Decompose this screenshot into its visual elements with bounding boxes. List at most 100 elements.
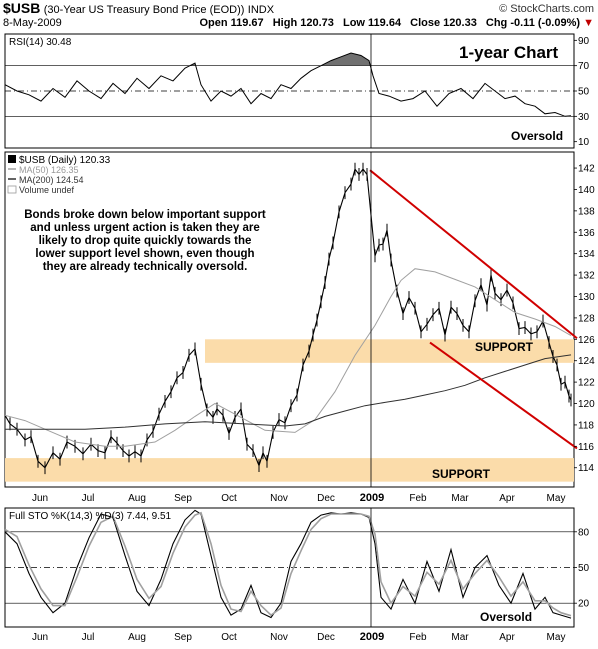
rsi-oversold-annotation: Oversold	[511, 129, 563, 143]
price-x-axis-label: Nov	[270, 493, 288, 504]
sto-axis-tick-label: 20	[578, 599, 590, 610]
price-axis-tick-label: 118	[578, 420, 594, 431]
sto-legend: Full STO %K(14,3) %D(3) 7.44, 9.51	[9, 511, 172, 522]
axes-layer: 10 30 50 70 90 114 116 118 120 122 124 126 128 130 132…	[32, 34, 595, 643]
sto-x-axis-label: Jun	[32, 632, 48, 643]
price-x-axis-label: May	[547, 493, 566, 504]
support-upper-label: SUPPORT	[475, 340, 534, 354]
commentary-line-1: Bonds broke down below important support	[24, 209, 266, 221]
price-axis-tick-label: 122	[578, 378, 595, 389]
price-panel-frame	[4, 151, 575, 488]
sto-axis-tick-label: 50	[578, 563, 590, 574]
price-x-axis-label: Feb	[409, 493, 427, 504]
exchange-label: INDX	[247, 4, 275, 16]
price-x-axis-label: Aug	[128, 493, 146, 504]
open-value: 119.67	[230, 17, 264, 29]
rsi-layer	[4, 52, 574, 117]
sto-x-axis-label: Apr	[499, 632, 515, 643]
ma200-line	[5, 354, 572, 430]
price-axis-tick-label: 130	[578, 292, 595, 303]
price-axis-tick-label: 116	[578, 442, 594, 453]
price-x-axis-label: Oct	[221, 493, 237, 504]
commentary-line-3: likely to drop quite quickly towards the	[39, 235, 252, 247]
sto-x-axis-label: Dec	[317, 632, 335, 643]
price-legend-symbol: $USB (Daily) 120.33	[19, 155, 111, 166]
channel-line-lower	[429, 341, 578, 450]
chg-value: -0.11 (-0.09%)	[510, 17, 581, 29]
price-x-axis-label: Jul	[82, 493, 95, 504]
sto-x-axis-label: Oct	[221, 632, 237, 643]
price-x-axis-label: Apr	[499, 493, 515, 504]
sto-k-line	[4, 509, 572, 619]
low-label: Low	[342, 17, 365, 29]
price-axis-tick-label: 126	[578, 335, 595, 346]
header-date: 8-May-2009	[3, 17, 62, 29]
open-label: Open	[199, 17, 228, 29]
price-axis-tick-label: 120	[578, 399, 595, 410]
price-axis-tick-label: 140	[578, 185, 595, 196]
price-legend-swatch	[8, 155, 16, 163]
rsi-axis-tick-label: 70	[578, 61, 590, 72]
price-axis-tick-label: 114	[578, 463, 594, 474]
sto-x-axis-label: Jul	[82, 632, 95, 643]
header-stats: Open 119.67 High 120.73 Low 119.64 Close…	[193, 17, 594, 29]
sto-axis-tick-label: 80	[578, 527, 590, 538]
rsi-axis-tick-label: 30	[578, 112, 590, 123]
price-axis-tick-label: 132	[578, 271, 595, 282]
commentary-line-5: they are already technically oversold.	[43, 261, 248, 273]
rsi-axis-tick-label: 10	[578, 137, 590, 148]
commentary-text: Bonds broke down below important support…	[24, 209, 266, 273]
price-x-axis-label: 2009	[360, 492, 384, 504]
price-layer	[4, 162, 578, 475]
sto-d-line	[4, 511, 572, 617]
chart-period-title: 1-year Chart	[459, 43, 559, 62]
sto-x-axis-label: Nov	[270, 632, 288, 643]
sto-layer	[4, 509, 574, 619]
high-value: 120.73	[300, 17, 334, 29]
price-line	[4, 167, 572, 469]
ma50-legend: MA(50) 126.35	[19, 165, 79, 175]
sto-x-axis-label: Feb	[409, 632, 427, 643]
price-axis-tick-label: 128	[578, 313, 595, 324]
rsi-axis-tick-label: 90	[578, 36, 590, 47]
support-lower-label: SUPPORT	[432, 467, 491, 481]
rsi-line	[4, 52, 572, 117]
sto-x-axis-label: May	[547, 632, 566, 643]
ma50-line	[4, 268, 572, 447]
high-label: High	[272, 17, 298, 29]
symbol-description: (30-Year US Treasury Bond Price (EOD))	[43, 4, 245, 16]
price-axis-tick-label: 142	[578, 164, 595, 175]
chart-header-title: $USB (30-Year US Treasury Bond Price (EO…	[3, 0, 274, 16]
chg-down-icon: ▼	[583, 17, 594, 29]
price-axis-tick-label: 134	[578, 249, 595, 260]
price-x-axis-label: Dec	[317, 493, 335, 504]
rsi-overbought-fill	[321, 53, 371, 66]
close-label: Close	[410, 17, 441, 29]
sto-x-axis-label: Sep	[174, 632, 192, 643]
rsi-legend: RSI(14) 30.48	[9, 37, 72, 48]
price-axis-tick-label: 124	[578, 356, 595, 367]
rsi-axis-tick-label: 50	[578, 87, 590, 98]
volume-legend: Volume undef	[19, 185, 75, 195]
sto-x-axis-label: Mar	[451, 632, 469, 643]
chg-label: Chg	[485, 17, 508, 29]
sto-x-axis-label: 2009	[360, 631, 384, 643]
stockcharts-credit: © StockCharts.com	[499, 3, 594, 15]
support-bands	[5, 339, 574, 482]
sto-oversold-annotation: Oversold	[480, 610, 532, 624]
support-band-1	[205, 339, 574, 363]
commentary-line-4: lower support level shown, even though	[35, 248, 254, 260]
price-legend: $USB (Daily) 120.33 MA(50) 126.35 MA(200…	[7, 155, 111, 195]
channel-line-upper	[369, 169, 578, 340]
close-value: 120.33	[443, 17, 477, 29]
low-value: 119.64	[368, 17, 402, 29]
price-axis-tick-label: 136	[578, 228, 595, 239]
sto-x-axis-label: Aug	[128, 632, 146, 643]
price-axis-tick-label: 138	[578, 206, 595, 217]
commentary-line-2: and unless urgent action is taken they a…	[30, 222, 259, 234]
price-x-axis-label: Sep	[174, 493, 192, 504]
volume-legend-swatch	[7, 185, 17, 194]
support-band-2	[5, 458, 574, 482]
price-x-axis-label: Mar	[451, 493, 469, 504]
price-x-axis-label: Jun	[32, 493, 48, 504]
